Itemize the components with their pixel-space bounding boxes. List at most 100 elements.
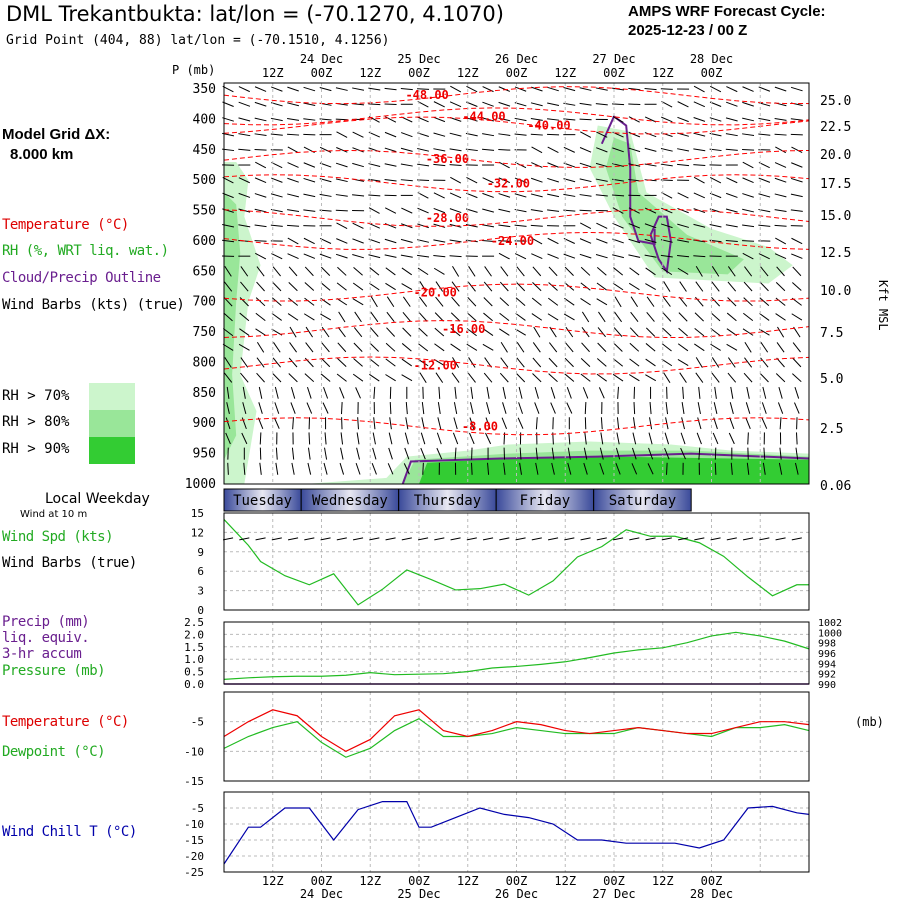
temp-tick-label: -15 [184, 775, 204, 788]
wind-barb [644, 88, 657, 91]
wind-barb [400, 179, 413, 182]
wind-barb [257, 417, 264, 429]
wind-barb [774, 193, 787, 198]
wind-barb [291, 447, 295, 460]
wind-barb [563, 313, 575, 321]
wind-barb [401, 267, 413, 276]
wind-barb [368, 222, 380, 229]
wind-barb [693, 164, 706, 166]
wind-barb [486, 402, 491, 414]
wind-barb [711, 372, 720, 383]
wind-barb [454, 447, 457, 460]
wind-barb [402, 311, 412, 322]
wind-barb [498, 252, 510, 260]
wind-barb [613, 267, 624, 276]
wind-barb [742, 193, 754, 198]
wind-barb [792, 342, 801, 353]
surface-wind-barb [320, 537, 331, 541]
wind-barb [596, 298, 608, 306]
wind-barb [320, 282, 331, 291]
wind-barb [644, 132, 657, 138]
wind-barb [287, 162, 299, 168]
wind-barb [649, 402, 652, 415]
wind-barb [535, 462, 539, 475]
wind-barb [563, 193, 576, 197]
wind-barb [487, 462, 490, 475]
wind-barb [514, 117, 527, 122]
surface-wind-barb [710, 537, 721, 541]
wind-barb [485, 432, 492, 445]
wind-barb [502, 402, 507, 414]
wind-barb [449, 239, 462, 243]
windchill-tick-label: -20 [184, 850, 204, 863]
wind-barb [547, 162, 559, 168]
wind-barb [254, 133, 267, 136]
wind-barb [467, 296, 477, 307]
wind-barb [713, 402, 718, 415]
wind-barb [579, 178, 592, 183]
wind-barb [453, 417, 458, 430]
wind-barb [288, 282, 298, 292]
wind-barb [289, 326, 297, 338]
wind-barb [371, 463, 377, 475]
wind-barb [433, 116, 446, 123]
wind-barb [742, 161, 754, 169]
wind-barb [779, 447, 782, 460]
legend-rh90-swatch [89, 437, 135, 464]
cloud-outline-low [401, 452, 810, 485]
wind-barb [726, 192, 738, 198]
top-date-label: 25 Dec [397, 52, 440, 66]
wind-barb [369, 327, 379, 337]
legend-rh80-label: RH > 80% [2, 414, 70, 430]
wind-barb [530, 102, 543, 107]
dewpoint-series-label: Dewpoint (°C) [2, 744, 106, 760]
wind-barb [288, 297, 299, 306]
wind-barb [485, 417, 491, 430]
wind-barb [662, 312, 672, 322]
wind-barb [677, 101, 689, 108]
wind-barb [306, 387, 312, 399]
wind-barb [243, 462, 246, 475]
pressure-tick-label: 1000 [185, 477, 216, 492]
wind-barb [323, 387, 329, 399]
rh-region-upper-80 [605, 137, 744, 275]
pressure-tick-label: 350 [193, 82, 216, 97]
wind-barb [613, 342, 623, 352]
wind-barb [254, 177, 267, 184]
wind-barb [518, 386, 523, 399]
wind-barb [596, 282, 607, 291]
wind-barb [612, 254, 625, 259]
wind-barb [775, 297, 786, 306]
wind-barb [726, 312, 737, 322]
wind-barb [433, 132, 446, 137]
wind-barb [564, 373, 575, 382]
wind-barb [531, 313, 543, 321]
wind-barb [660, 147, 673, 152]
wind-barb [792, 282, 802, 291]
wind-barb [597, 327, 606, 338]
wind-barb [417, 223, 429, 229]
wind-barb [596, 373, 607, 382]
wind-barb [271, 253, 283, 260]
wind-barb [725, 208, 738, 213]
wind-barb [693, 132, 706, 137]
wind-barb [352, 373, 364, 382]
wind-barb [695, 357, 703, 368]
wind-barb [579, 87, 592, 91]
wind-barb [335, 87, 348, 91]
surface-wind-barb [547, 537, 559, 541]
wind-barb [355, 462, 361, 475]
wind-barb [336, 298, 348, 306]
wind-barb [303, 118, 316, 121]
wind-barb [661, 343, 672, 352]
wind-barb [779, 417, 782, 430]
wind-barb [352, 131, 364, 138]
wind-barb [239, 312, 250, 322]
wind-barb [385, 267, 396, 276]
top-time-tick: 00Z [311, 66, 333, 80]
wind-barb [547, 86, 559, 92]
wind-barb [369, 342, 379, 352]
wind-barb [324, 447, 328, 460]
wind-barb [498, 149, 511, 151]
